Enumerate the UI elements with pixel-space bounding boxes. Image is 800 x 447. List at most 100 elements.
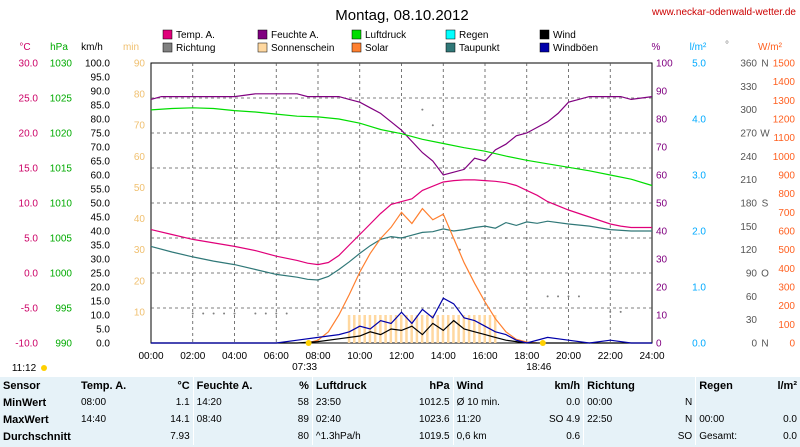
- dir-val: N: [684, 397, 693, 408]
- x-tick: 00:00: [138, 351, 163, 362]
- humidity-tick: 80: [656, 115, 668, 126]
- legend: Temp. A. Richtung Feuchte A. Sonnenschein Lu…: [162, 29, 598, 54]
- press-val: 1019.5: [419, 431, 450, 442]
- sunshine-bar: [384, 315, 387, 343]
- legend-label: Feuchte A.: [271, 30, 319, 41]
- axis-unit: °C: [19, 42, 30, 53]
- legend-swatch: [539, 29, 550, 40]
- legend-swatch: [162, 42, 173, 53]
- hum-time: [192, 428, 287, 445]
- direction-point: [421, 108, 424, 111]
- sunshine-bar: [410, 315, 413, 343]
- direction-letter: W: [760, 129, 770, 140]
- temp-tick: -5.0: [21, 304, 39, 315]
- wind-time: 11:20: [452, 411, 528, 428]
- stats-panel: Sensor Temp. A. °C Feuchte A. % Luftdruc…: [0, 377, 800, 447]
- humidity-tick: 50: [656, 199, 668, 210]
- h-rain-unit: l/m²: [777, 379, 797, 392]
- series-line: [307, 207, 538, 344]
- wind-val: 0.6: [566, 431, 581, 442]
- sunshine-bar: [478, 315, 481, 343]
- press-tick: 1010: [50, 199, 73, 210]
- wind-tick: 80.0: [91, 115, 111, 126]
- temp-tick: 5.0: [24, 234, 38, 245]
- sun-tick: 70: [134, 121, 146, 132]
- press-time: 02:40: [311, 411, 398, 428]
- sunshine-bar: [467, 315, 471, 343]
- wind-tick: 30.0: [91, 255, 111, 266]
- wind-tick: 35.0: [91, 241, 111, 252]
- press-val: 1023.6: [419, 414, 450, 425]
- direction-letter: N: [761, 339, 768, 350]
- sunshine-bar: [431, 315, 434, 343]
- solar-tick: 1100: [773, 133, 795, 144]
- site-link[interactable]: www.neckar-odenwald-wetter.de: [651, 7, 796, 18]
- humidity-tick: 100: [656, 59, 673, 70]
- direction-letter: O: [761, 269, 769, 280]
- humidity-tick: 10: [656, 311, 668, 322]
- direction-tick: 180: [740, 199, 757, 210]
- legend-swatch: [162, 29, 173, 40]
- sun-tick: 60: [134, 152, 146, 163]
- series-line: [150, 107, 653, 187]
- sunshine-bar: [379, 315, 382, 343]
- direction-tick: 60: [746, 292, 758, 303]
- humidity-tick: 40: [656, 227, 668, 238]
- humidity-tick: 20: [656, 283, 668, 294]
- solar-tick: 200: [778, 301, 795, 312]
- wind-tick: 70.0: [91, 143, 111, 154]
- sunshine-bar: [473, 315, 476, 343]
- h-hum-unit: %: [299, 379, 309, 392]
- direction-tick: 330: [740, 82, 757, 93]
- h-dir-unit: [664, 377, 695, 394]
- wind-tick: 0.0: [96, 339, 110, 350]
- row-label: MaxWert: [3, 413, 49, 426]
- solar-tick: 800: [778, 189, 795, 200]
- legend-label: Solar: [365, 43, 389, 54]
- hum-val: 89: [297, 414, 309, 425]
- x-tick: 06:00: [264, 351, 289, 362]
- legend-label: Luftdruck: [365, 30, 407, 41]
- legend-label: Taupunkt: [459, 43, 500, 54]
- direction-point: [254, 312, 257, 315]
- series-line: [150, 220, 652, 281]
- direction-tick: 150: [740, 222, 757, 233]
- direction-point: [275, 312, 278, 315]
- series-line: [151, 319, 652, 344]
- x-tick: 04:00: [222, 351, 247, 362]
- axis-unit: min: [123, 42, 139, 53]
- sun-tick: 90: [134, 59, 146, 70]
- rain-tick: 1.0: [692, 283, 706, 294]
- press-val: 1012.5: [419, 397, 450, 408]
- rain-time: 00:00: [695, 411, 762, 428]
- press-tick: 990: [55, 339, 72, 350]
- wind-tick: 95.0: [91, 73, 111, 84]
- series-line: [150, 179, 652, 266]
- humidity-tick: 60: [656, 171, 668, 182]
- temp-time: [78, 428, 154, 445]
- x-tick: 12:00: [389, 351, 414, 362]
- h-wind: Wind: [452, 377, 528, 394]
- x-tick: 20:00: [556, 351, 581, 362]
- direction-point: [223, 312, 226, 315]
- direction-tick: 30: [746, 315, 758, 326]
- axis-ticks: 30.025.020.015.010.05.00.0-5.0-10.010301…: [15, 59, 795, 363]
- solar-tick: 1400: [773, 77, 796, 88]
- sunset-marker: [539, 340, 546, 346]
- legend-swatch: [351, 29, 362, 40]
- wind-tick: 40.0: [91, 227, 111, 238]
- press-tick: 1030: [50, 59, 73, 70]
- press-time: 23:50: [311, 394, 398, 411]
- wind-val: SO 4.9: [548, 414, 581, 425]
- wind-tick: 25.0: [91, 269, 111, 280]
- h-press-unit: hPa: [429, 379, 450, 392]
- sunshine-bar: [420, 315, 424, 343]
- direction-point: [202, 312, 205, 315]
- sun-tick: 20: [134, 276, 146, 287]
- axis-unit: °: [725, 40, 729, 51]
- temp-tick: 0.0: [24, 269, 38, 280]
- sunshine-bar: [358, 315, 361, 343]
- data-series: [150, 93, 653, 344]
- rain-tick: 4.0: [692, 115, 706, 126]
- day-length-icon: [41, 365, 47, 371]
